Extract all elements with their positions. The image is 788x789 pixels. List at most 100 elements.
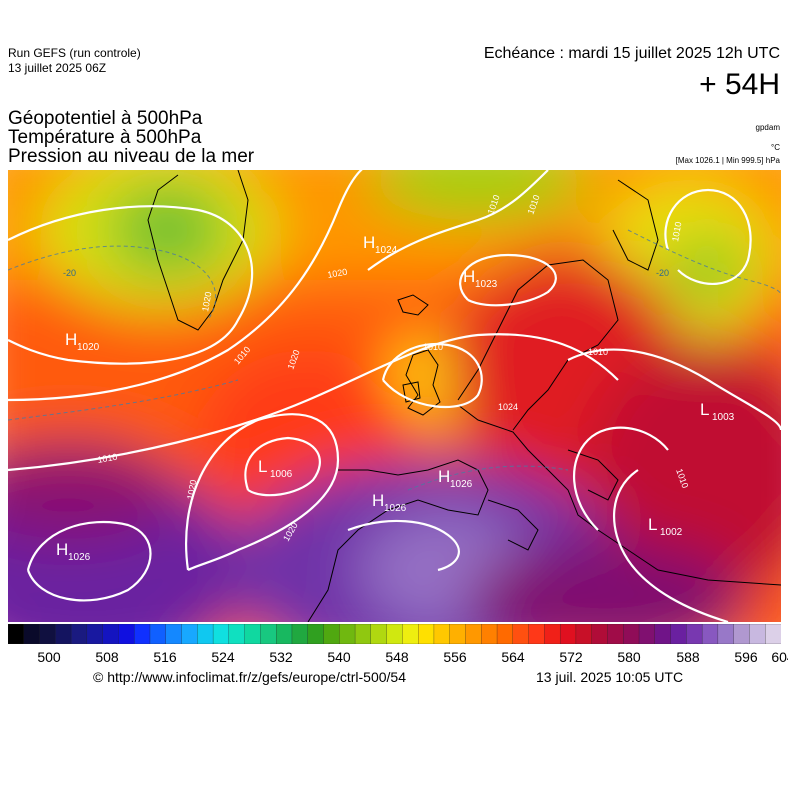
parameter-mslp: Pression au niveau de la mer <box>8 146 255 167</box>
colorbar-cell <box>591 624 609 644</box>
colorbar-cell <box>607 624 624 644</box>
lead-time: + 54H <box>699 68 780 101</box>
colorbar-tick-label: 580 <box>617 649 641 665</box>
colorbar-cell <box>481 624 498 644</box>
colorbar-cell <box>654 624 672 644</box>
colorbar-cell <box>465 624 482 644</box>
coastlines <box>147 170 781 622</box>
colorbar-cell <box>118 624 135 644</box>
pressure-center-type: L <box>700 400 709 419</box>
isobar-label: 1020 <box>200 291 213 312</box>
pressure-center-value: 1026 <box>384 503 407 514</box>
pressure-center: H 1023 <box>463 267 498 290</box>
colorbar-cell <box>181 624 198 644</box>
colorbar-cell <box>733 624 751 644</box>
colorbar-cell <box>339 624 356 644</box>
isobar-label: 1024 <box>498 402 518 412</box>
isobar-label: 1010 <box>423 342 443 352</box>
colorbar-cell <box>765 624 781 644</box>
colorbar-cell <box>717 624 735 644</box>
colorbar-cell <box>228 624 246 644</box>
colorbar-cell <box>354 624 372 644</box>
pressure-center: H 1024 <box>363 233 398 256</box>
colorbar-cell <box>686 624 703 644</box>
isobars <box>8 170 781 622</box>
pressure-center-type: H <box>372 491 384 510</box>
colorbar-cell <box>39 624 56 644</box>
pressure-center-value: 1003 <box>712 412 735 423</box>
colorbar-cell <box>575 624 593 644</box>
pressure-center: H 1026 <box>438 467 473 490</box>
colorbar <box>8 624 781 644</box>
pressure-center-value: 1020 <box>77 342 100 353</box>
pressure-center: L 1003 <box>700 400 735 423</box>
run-name: Run GEFS (run controle) <box>8 46 141 60</box>
pressure-center-value: 1026 <box>450 479 473 490</box>
colorbar-cell <box>544 624 561 644</box>
colorbar-tick-label: 532 <box>269 649 293 665</box>
colorbar-tick-label: 596 <box>734 649 758 665</box>
colorbar-cell <box>260 624 277 644</box>
colorbar-cell <box>402 624 419 644</box>
pressure-center: H 1020 <box>65 330 100 353</box>
colorbar-cell <box>623 624 640 644</box>
unit-geopotential: gpdam <box>755 123 780 132</box>
colorbar-cell <box>102 624 120 644</box>
colorbar-cell <box>638 624 656 644</box>
pressure-center-type: H <box>65 330 77 349</box>
colorbar-cell <box>149 624 167 644</box>
forecast-valid-time: Echéance : mardi 15 juillet 2025 12h UTC <box>483 45 780 62</box>
colorbar-tick-label: 572 <box>559 649 583 665</box>
parameter-temperature: Température à 500hPa <box>8 127 202 148</box>
colorbar-cell <box>244 624 262 644</box>
colorbar-cell <box>70 624 88 644</box>
colorbar-cell <box>496 624 514 644</box>
colorbar-tick-label: 588 <box>676 649 700 665</box>
isobar-label: 1010 <box>670 221 683 242</box>
colorbar-cell <box>528 624 546 644</box>
isobar-label: 1020 <box>185 479 198 500</box>
pressure-center: L 1002 <box>648 515 683 538</box>
colorbar-cell <box>55 624 72 644</box>
source-credit[interactable]: © http://www.infoclimat.fr/z/gefs/europe… <box>93 669 407 685</box>
pressure-center-value: 1026 <box>68 552 91 563</box>
colorbar-cell <box>291 624 309 644</box>
temperature-isotherms <box>8 229 781 491</box>
pressure-center: L 1006 <box>258 457 293 480</box>
colorbar-cell <box>418 624 435 644</box>
isobar-label: 1010 <box>588 347 608 357</box>
pressure-center-type: H <box>438 467 450 486</box>
colorbar-cell <box>670 624 688 644</box>
temperature-label: -20 <box>63 268 76 278</box>
generation-timestamp: 13 juil. 2025 10:05 UTC <box>536 669 684 685</box>
colorbar-tick-label: 548 <box>385 649 409 665</box>
colorbar-cell <box>86 624 104 644</box>
colorbar-cell <box>212 624 230 644</box>
pressure-center-value: 1024 <box>375 245 398 256</box>
parameter-geopotential: Géopotentiel à 500hPa <box>8 108 203 129</box>
colorbar-cell <box>165 624 183 644</box>
pressure-center: H 1026 <box>56 540 91 563</box>
colorbar-cell <box>701 624 719 644</box>
pressure-center-value: 1023 <box>475 279 498 290</box>
pressure-center-value: 1002 <box>660 527 683 538</box>
pressure-center-type: H <box>463 267 475 286</box>
colorbar-tick-label: 516 <box>153 649 177 665</box>
isobar-label: 1010 <box>97 452 118 465</box>
colorbar-cell <box>134 624 151 644</box>
temperature-label: -20 <box>656 268 669 278</box>
pressure-center-type: L <box>258 457 267 476</box>
colorbar-tick-label: 524 <box>211 649 235 665</box>
pressure-center-type: L <box>648 515 657 534</box>
pressure-center-type: H <box>56 540 68 559</box>
colorbar-cell <box>749 624 766 644</box>
unit-pressure-range: [Max 1026.1 | Min 999.5] hPa <box>675 156 780 165</box>
colorbar-tick-label: 540 <box>327 649 351 665</box>
colorbar-cell <box>370 624 388 644</box>
colorbar-tick-label: 604 <box>771 649 788 665</box>
temperature-labels: -20 -20 <box>63 268 669 278</box>
colorbar-cell <box>433 624 451 644</box>
colorbar-cell <box>323 624 340 644</box>
